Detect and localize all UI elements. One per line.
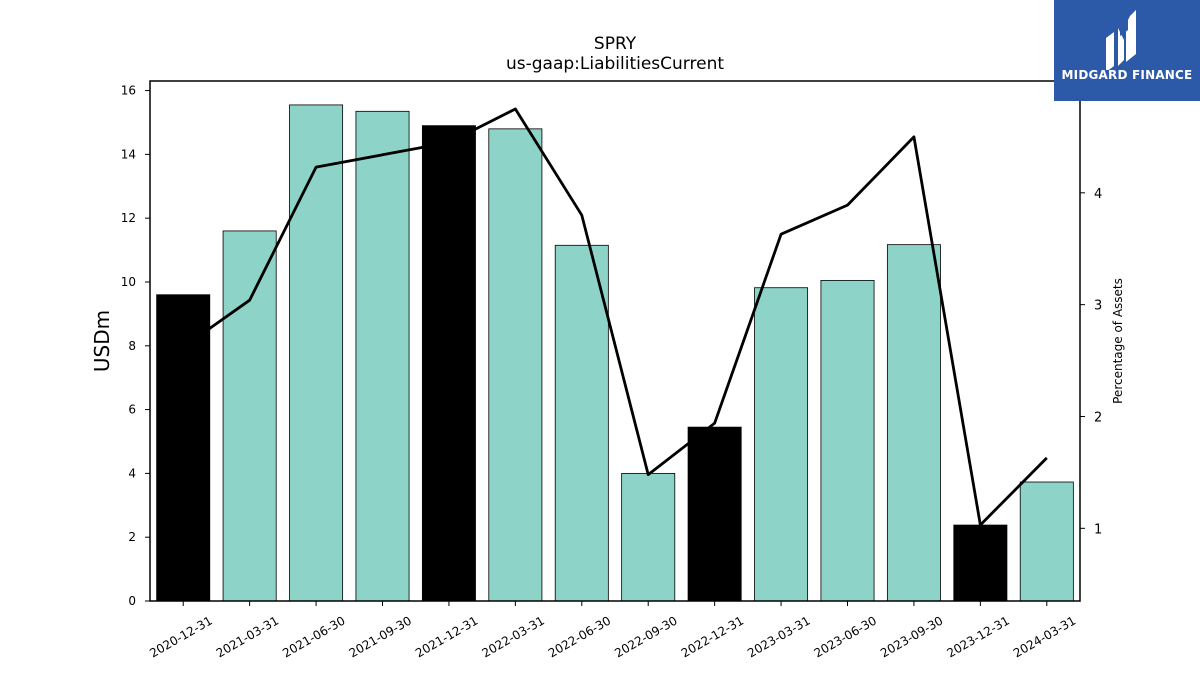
logo-text: MIDGARD FINANCE xyxy=(1061,68,1193,82)
y-tick-label: 12 xyxy=(121,211,136,225)
bar-2023-12-31 xyxy=(953,524,1008,602)
x-tick-label: 2022-09-30 xyxy=(612,613,679,660)
y-tick-label: 2 xyxy=(128,530,136,544)
y-tick-label: 8 xyxy=(128,339,136,353)
x-tick-label: 2020-12-31 xyxy=(147,613,214,660)
bar-2021-03-31 xyxy=(222,230,277,602)
y-tick-label: 6 xyxy=(128,403,136,417)
bar-2023-03-31 xyxy=(754,287,809,602)
line-path xyxy=(182,107,1048,527)
x-tick-label: 2022-03-31 xyxy=(479,613,546,660)
x-tick-label: 2021-09-30 xyxy=(347,613,414,660)
x-tick-label: 2022-12-31 xyxy=(679,613,746,660)
x-axis: 2020-12-31 2021-03-31 2021-06-30 2021-09-30… xyxy=(147,601,1078,660)
bar-2022-12-31 xyxy=(687,426,742,602)
y-tick-label: 14 xyxy=(121,147,136,161)
x-tick-label: 2023-12-31 xyxy=(944,613,1011,660)
bar-2022-09-30 xyxy=(621,472,676,602)
bar-2021-09-30 xyxy=(355,110,410,602)
bar-2023-06-30 xyxy=(820,279,875,602)
bar-series xyxy=(156,104,1074,602)
y-axis-right-label: Percentage of Assets xyxy=(1111,278,1125,404)
chart-title: SPRY xyxy=(594,34,637,54)
bar-2024-03-31 xyxy=(1019,481,1074,602)
x-tick-label: 2021-03-31 xyxy=(214,613,281,660)
y-axis-left: 0 2 4 6 8 10 12 14 16 xyxy=(121,84,150,608)
midgard-finance-logo-icon xyxy=(1106,10,1136,70)
y-tick-label: 0 xyxy=(128,594,136,608)
y-tick-label: 10 xyxy=(121,275,136,289)
y-tick-label: 4 xyxy=(128,466,136,480)
y-axis-right: 1 2 3 4 xyxy=(1080,187,1102,537)
bar-2023-09-30 xyxy=(886,244,941,602)
line-series xyxy=(182,107,1048,527)
x-tick-label: 2023-06-30 xyxy=(812,613,879,660)
logo: MIDGARD FINANCE xyxy=(1054,0,1200,101)
x-tick-label: 2023-09-30 xyxy=(878,613,945,660)
x-tick-label: 2021-12-31 xyxy=(413,613,480,660)
y-axis-label: USDm xyxy=(90,310,114,372)
y-right-tick-label: 4 xyxy=(1094,187,1102,202)
bar-2021-12-31 xyxy=(421,125,476,602)
bar-2020-12-31 xyxy=(156,294,211,602)
bar-2022-03-31 xyxy=(488,128,543,602)
x-tick-label: 2023-03-31 xyxy=(745,613,812,660)
bar-2022-06-30 xyxy=(554,244,609,602)
x-tick-label: 2024-03-31 xyxy=(1011,613,1078,660)
plot-frame xyxy=(149,80,1081,602)
x-tick-label: 2022-06-30 xyxy=(546,613,613,660)
y-right-tick-label: 1 xyxy=(1094,522,1102,537)
y-tick-label: 16 xyxy=(121,84,136,98)
x-tick-label: 2021-06-30 xyxy=(280,613,347,660)
y-right-tick-label: 3 xyxy=(1094,299,1102,314)
chart-subtitle: us-gaap:LiabilitiesCurrent xyxy=(506,54,724,74)
bar-2021-06-30 xyxy=(289,104,344,602)
y-right-tick-label: 2 xyxy=(1094,410,1102,425)
